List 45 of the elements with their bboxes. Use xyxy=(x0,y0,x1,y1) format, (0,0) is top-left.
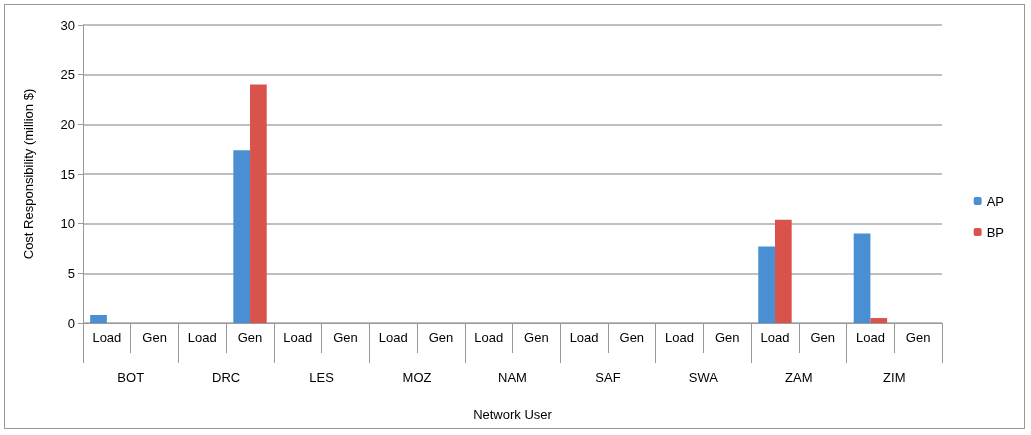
text: SWA xyxy=(688,370,719,385)
x-tick-label: Gen xyxy=(142,330,167,345)
text: LES xyxy=(309,370,335,385)
y-tick-label: 25 xyxy=(60,67,75,83)
x-tick-label: Load xyxy=(378,330,408,345)
y-tick-label: 30 xyxy=(60,17,75,33)
x-tick-label: Gen xyxy=(333,330,358,345)
bar xyxy=(233,150,251,323)
text: SAF xyxy=(595,370,621,385)
x-tick-label: Load xyxy=(760,330,790,345)
y-axis-title: Cost Responsibility (million $) xyxy=(21,88,36,260)
bar xyxy=(250,84,267,323)
x-tick-label: Load xyxy=(665,330,694,345)
text: BOT xyxy=(117,370,145,385)
x-tick-label: Gen xyxy=(524,330,549,345)
x-tick-label: Gen xyxy=(428,330,454,345)
y-tick-label: 15 xyxy=(60,166,75,182)
x-tick-label: Gen xyxy=(237,330,263,345)
text: ZAM xyxy=(785,370,813,385)
y-tick-label: 0 xyxy=(67,315,75,331)
x-tick-label: Gen xyxy=(810,330,835,345)
x-tick-label: Gen xyxy=(714,330,740,345)
bar xyxy=(870,318,888,323)
text: DRC xyxy=(212,370,241,385)
x-tick-label: Load xyxy=(187,330,217,345)
x-tick-label: Load xyxy=(855,330,885,345)
y-tick-label: 10 xyxy=(60,216,75,232)
x-tick-label: Gen xyxy=(905,330,931,345)
bar xyxy=(90,315,107,323)
bar xyxy=(853,233,871,323)
bar xyxy=(758,246,775,323)
y-tick-label: 20 xyxy=(60,116,75,132)
text: ZIM xyxy=(883,370,906,385)
text: MOZ xyxy=(402,370,432,385)
x-tick-label: Gen xyxy=(619,330,645,345)
legend-label: BP xyxy=(986,224,1004,240)
text: NAM xyxy=(498,370,527,385)
legend-label: AP xyxy=(986,193,1004,209)
x-tick-label: Load xyxy=(283,330,313,345)
bar xyxy=(774,219,792,323)
x-tick-label: Load xyxy=(569,330,599,345)
y-tick-label: 5 xyxy=(67,265,75,281)
x-tick-label: Load xyxy=(92,330,122,345)
x-tick-label: Load xyxy=(474,330,504,345)
x-axis-title: Network User xyxy=(473,407,553,422)
